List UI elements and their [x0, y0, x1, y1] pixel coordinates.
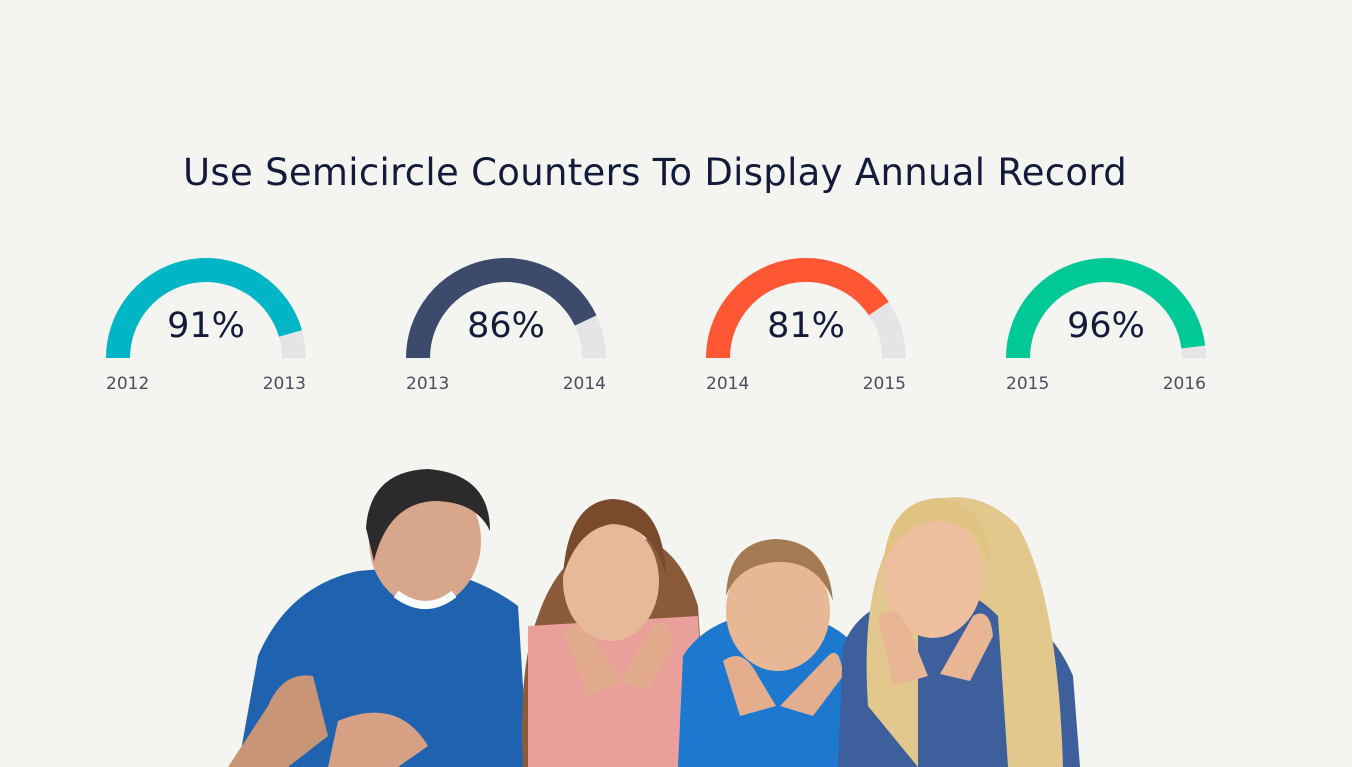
gauge-percent: 86%	[467, 306, 545, 346]
gauge-end-year: 2013	[262, 374, 306, 394]
gauge-fill	[106, 258, 303, 359]
semicircle-counter-2015: 96% 2015 2016	[1006, 258, 1206, 398]
person-boy	[678, 539, 868, 767]
gauge-arc	[706, 258, 906, 359]
gauge-start-year: 2014	[706, 374, 750, 394]
gauge-start-year: 2015	[1006, 374, 1050, 394]
gauge-end-year: 2014	[562, 374, 606, 394]
gauge-percent: 91%	[167, 306, 245, 346]
person-man	[228, 469, 528, 767]
semicircle-counter-2012: 91% 2012 2013	[106, 258, 306, 398]
page-heading: Use Semicircle Counters To Display Annua…	[183, 150, 1127, 194]
gauge-fill	[706, 258, 889, 359]
gauge-fill	[406, 258, 597, 359]
person-woman	[838, 497, 1080, 767]
family-photo	[228, 469, 1080, 767]
gauge-start-year: 2012	[106, 374, 150, 394]
gauge-end-year: 2016	[1162, 374, 1206, 394]
person-girl	[522, 499, 708, 767]
gauge-end-year: 2015	[862, 374, 906, 394]
semicircle-counter-2014: 81% 2014 2015	[706, 258, 906, 398]
gauge-percent: 96%	[1067, 306, 1145, 346]
gauge-fill	[1006, 258, 1206, 359]
gauge-percent: 81%	[767, 306, 845, 346]
gauge-arc	[406, 258, 606, 359]
gauge-arc	[1006, 258, 1206, 359]
gauge-arc	[106, 258, 306, 359]
semicircle-counter-2013: 86% 2013 2014	[406, 258, 606, 398]
gauge-start-year: 2013	[406, 374, 450, 394]
